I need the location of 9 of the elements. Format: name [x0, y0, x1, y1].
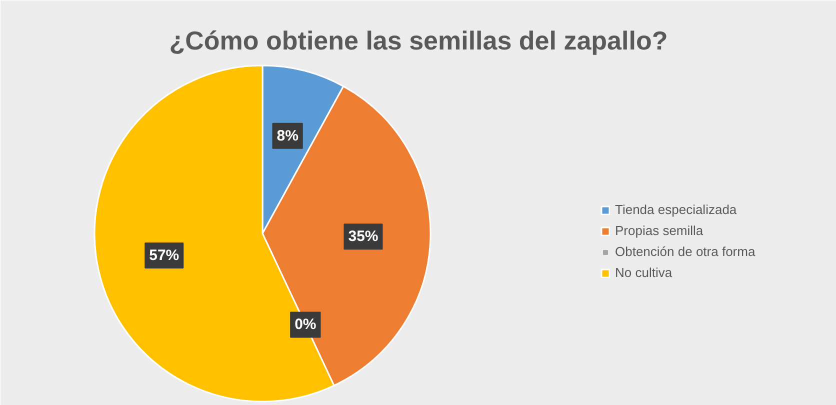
chart-title: ¿Cómo obtiene las semillas del zapallo?: [169, 26, 668, 56]
legend-label: No cultiva: [615, 265, 672, 280]
legend-label: Tienda especializada: [615, 202, 737, 217]
data-label: 8%: [276, 127, 298, 144]
data-label: 35%: [348, 228, 378, 246]
text: 0%: [294, 316, 316, 334]
legend-label: Propias semilla: [615, 223, 704, 238]
data-label: 57%: [149, 246, 180, 264]
legend-label: Obtención de otra forma: [615, 244, 756, 259]
